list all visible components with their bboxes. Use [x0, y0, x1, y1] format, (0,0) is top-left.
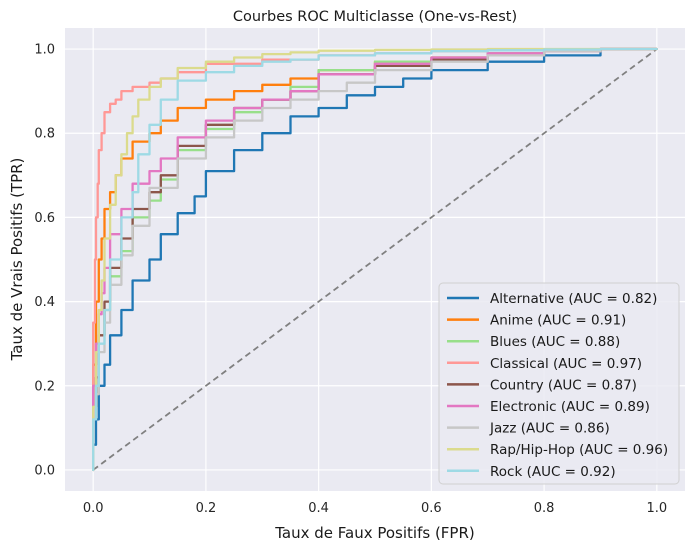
roc-curve-0	[92, 47, 658, 472]
x-tick-label: 0.6	[421, 501, 442, 516]
y-tick-label: 0.0	[34, 463, 55, 478]
x-tick-labels: 0.0 0.2 0.4 0.6 0.8 1.0	[83, 501, 667, 516]
legend-label: Anime (AUC = 0.91)	[490, 313, 626, 329]
x-tick-label: 0.8	[534, 501, 555, 516]
series-layer	[92, 47, 658, 472]
y-tick-label: 0.6	[34, 211, 55, 226]
y-tick-label: 0.8	[34, 127, 55, 142]
chart-title: Courbes ROC Multiclasse (One-vs-Rest)	[233, 9, 517, 25]
diagonal-layer	[92, 48, 658, 471]
legend-label: Rock (AUC = 0.92)	[490, 464, 616, 480]
legend-label: Classical (AUC = 0.97)	[490, 356, 642, 372]
roc-curve-7	[92, 47, 658, 472]
legend-label: Electronic (AUC = 0.89)	[490, 399, 650, 415]
legend-label: Alternative (AUC = 0.82)	[490, 291, 657, 307]
y-tick-label: 0.4	[34, 295, 55, 310]
y-tick-label: 0.2	[34, 379, 55, 394]
x-tick-label: 0.0	[83, 501, 104, 516]
legend-label: Country (AUC = 0.87)	[490, 377, 637, 393]
y-tick-labels: 0.0 0.2 0.4 0.6 0.8 1.0	[34, 43, 55, 479]
x-axis-label: Taux de Faux Positifs (FPR)	[274, 524, 475, 542]
legend: Alternative (AUC = 0.82) Anime (AUC = 0.9…	[438, 282, 680, 485]
legend-label: Blues (AUC = 0.88)	[490, 334, 620, 350]
legend-box	[438, 282, 680, 485]
roc-curve-8	[92, 47, 658, 472]
diagonal-reference-line	[92, 48, 658, 471]
y-axis-label: Taux de Vrais Positifs (TPR)	[8, 158, 26, 362]
legend-label: Jazz (AUC = 0.86)	[489, 421, 610, 437]
x-tick-label: 0.2	[196, 501, 217, 516]
y-tick-label: 1.0	[34, 43, 55, 58]
x-tick-label: 0.4	[308, 501, 329, 516]
grid-lines	[65, 28, 685, 491]
legend-label: Rap/Hip-Hop (AUC = 0.96)	[490, 442, 668, 458]
x-tick-label: 1.0	[646, 501, 667, 516]
